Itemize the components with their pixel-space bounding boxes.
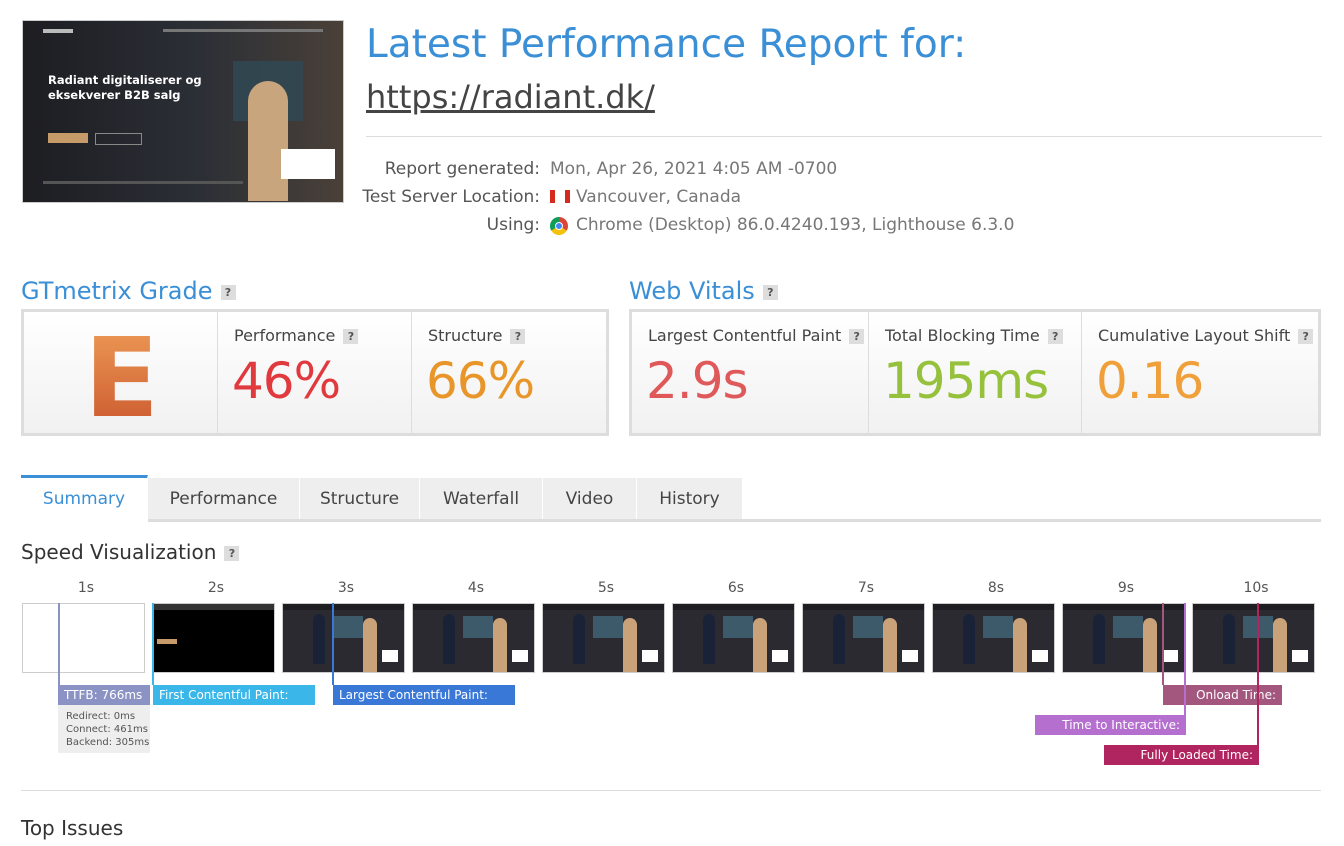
filmstrip-frame[interactable] [542,603,665,673]
help-icon[interactable]: ? [849,329,865,344]
filmstrip-frame[interactable] [1192,603,1315,673]
metric-cell: Cumulative Layout Shift? 0.16 [1081,312,1319,433]
detail-label: Using: [486,215,540,235]
help-icon[interactable]: ? [762,284,778,300]
frame-time-label: 9s [1117,580,1135,596]
report-url[interactable]: https://radiant.dk/ [366,78,655,116]
vitals-panel: Largest Contentful Paint? 2.9s Total Blo… [629,309,1321,436]
filmstrip-frame[interactable] [932,603,1055,673]
report-title: Latest Performance Report for: [366,22,967,67]
grade-panel: E Performance? 46% Structure? 66% [21,309,609,442]
marker-label: Largest Contentful Paint: 2.9s [333,685,515,722]
filmstrip-frame[interactable] [412,603,535,673]
metric-label: Largest Contentful Paint [648,326,842,345]
metric-label: Structure [428,326,503,345]
frame-time-label: 7s [857,580,875,596]
metric-value: 195ms [883,352,1049,410]
frame-time-label: 4s [467,580,485,596]
tab-active[interactable]: Summary [21,475,148,520]
filmstrip-frame[interactable] [1062,603,1185,673]
marker-label: Fully Loaded Time: 10.0s [1104,745,1259,782]
tab[interactable]: Waterfall [420,478,543,520]
tab[interactable]: History [637,478,743,520]
filmstrip-frame[interactable] [802,603,925,673]
metric-cell: Structure? 66% [411,312,607,433]
help-icon[interactable]: ? [1298,329,1314,344]
marker-line [332,603,334,685]
section-heading: GTmetrix Grade? [21,277,236,305]
help-icon[interactable]: ? [343,329,359,344]
section-heading: Web Vitals? [629,277,778,305]
metric-value: 46% [232,352,341,410]
marker-line [1162,603,1164,685]
frame-time-label: 8s [987,580,1005,596]
marker-line [152,603,154,685]
tab[interactable]: Performance [148,478,300,520]
metric-value: 2.9s [646,352,749,410]
frame-time-label: 2s [207,580,225,596]
grade-letter: E [84,314,160,442]
metric-value: 0.16 [1096,352,1204,410]
chrome-icon [550,217,568,235]
detail-value: Chrome (Desktop) 86.0.4240.193, Lighthou… [576,215,1015,235]
metric-cell: Performance? 46% [217,312,412,433]
thumbnail-headline: Radiant digitaliserer og eksekverer B2B … [48,73,202,102]
metric-label: Total Blocking Time [885,326,1040,345]
metric-cell: Total Blocking Time? 195ms [868,312,1082,433]
ttfb-detail: Redirect: 0ms [66,711,136,722]
marker-line [58,603,60,685]
tab-underline [148,519,1321,522]
metric-cell: Largest Contentful Paint? 2.9s [632,312,868,433]
frame-time-label: 1s [77,580,95,596]
detail-label: Test Server Location: [362,187,540,207]
ttfb-detail: Backend: 305ms [66,737,150,748]
filmstrip-frame[interactable] [22,603,145,673]
ttfb-detail: Connect: 461ms [66,724,148,735]
vitals-title: Web Vitals [629,277,755,305]
grade-title: GTmetrix Grade [21,277,213,305]
detail-value: Vancouver, Canada [576,187,742,207]
help-icon[interactable]: ? [224,546,240,561]
marker-label: Time to Interactive: 9.4s [1035,715,1186,752]
filmstrip-frame[interactable] [672,603,795,673]
site-thumbnail: Radiant digitaliserer og eksekverer B2B … [22,20,344,203]
marker-label: First Contentful Paint: 1.5s [153,685,315,722]
frame-time-label: 5s [597,580,615,596]
divider [21,790,1321,791]
help-icon[interactable]: ? [220,284,236,300]
filmstrip-frame[interactable] [152,603,275,673]
tab[interactable]: Structure [300,478,420,520]
help-icon[interactable]: ? [1047,329,1063,344]
marker-line [1257,603,1259,745]
detail-value: Mon, Apr 26, 2021 4:05 AM -0700 [550,159,838,179]
flag-canada [550,190,570,203]
help-icon[interactable]: ? [510,329,526,344]
marker-label: Onload Time: 9.2s [1163,685,1282,722]
section-heading: Speed Visualization? [21,540,240,564]
frame-time-label: 3s [337,580,355,596]
metric-label: Cumulative Layout Shift [1098,326,1291,345]
marker-line [1184,603,1186,715]
frame-time-label: 10s [1243,580,1269,596]
filmstrip-frame[interactable] [282,603,405,673]
ttfb-details: Redirect: 0ms Connect: 461ms Backend: 30… [58,705,150,753]
top-issues-title: Top Issues [21,816,124,840]
divider [366,136,1322,137]
tab[interactable]: Video [543,478,637,520]
frame-time-label: 6s [727,580,745,596]
marker-label: TTFB: 766ms [58,685,150,705]
metric-label: Performance [234,326,336,345]
speed-title: Speed Visualization [21,540,217,564]
metric-value: 66% [426,352,535,410]
detail-label: Report generated: [384,159,540,179]
